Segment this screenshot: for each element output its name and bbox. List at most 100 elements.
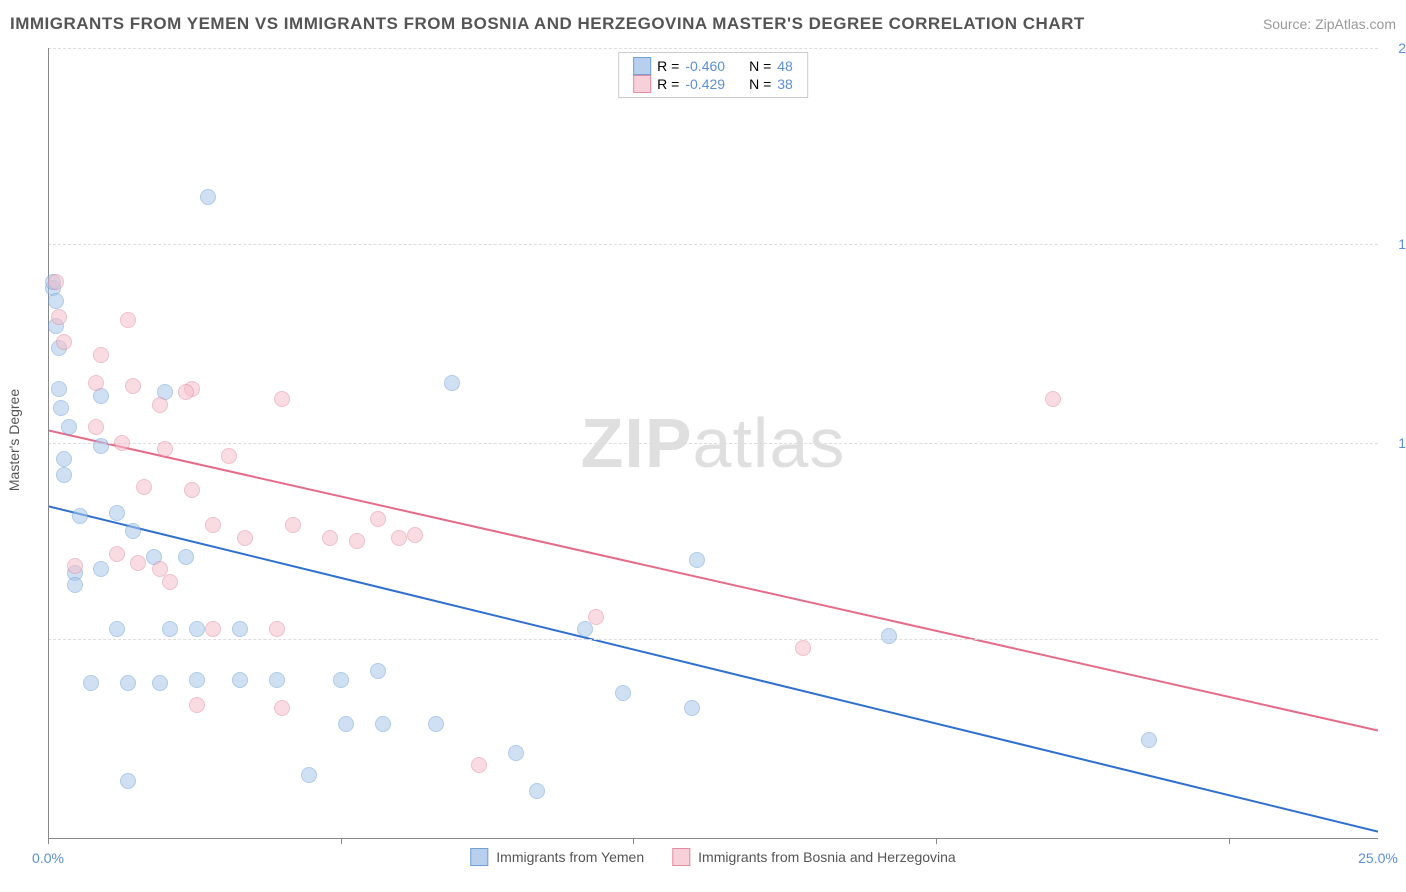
scatter-point (53, 400, 69, 416)
n-value: 38 (777, 76, 793, 92)
scatter-point (285, 517, 301, 533)
chart-container: IMMIGRANTS FROM YEMEN VS IMMIGRANTS FROM… (0, 0, 1406, 892)
scatter-point (125, 523, 141, 539)
scatter-point (333, 672, 349, 688)
legend-label: Immigrants from Yemen (496, 849, 644, 865)
chart-title: IMMIGRANTS FROM YEMEN VS IMMIGRANTS FROM… (10, 14, 1085, 34)
scatter-point (508, 745, 524, 761)
scatter-point (178, 549, 194, 565)
scatter-point (189, 697, 205, 713)
x-tick-label: 0.0% (32, 850, 64, 866)
scatter-point (269, 621, 285, 637)
scatter-point (51, 309, 67, 325)
r-value: -0.460 (685, 58, 725, 74)
n-label: N = (749, 76, 771, 92)
scatter-point (56, 451, 72, 467)
legend-label: Immigrants from Bosnia and Herzegovina (698, 849, 956, 865)
scatter-point (130, 555, 146, 571)
n-label: N = (749, 58, 771, 74)
scatter-point (93, 347, 109, 363)
scatter-point (338, 716, 354, 732)
scatter-point (162, 621, 178, 637)
scatter-point (349, 533, 365, 549)
scatter-point (370, 663, 386, 679)
scatter-point (689, 552, 705, 568)
y-tick-label: 12.5% (1398, 435, 1406, 451)
legend-item: Immigrants from Bosnia and Herzegovina (672, 848, 956, 866)
series-legend: Immigrants from Yemen Immigrants from Bos… (470, 848, 955, 866)
x-tick-label: 25.0% (1358, 850, 1398, 866)
scatter-point (93, 561, 109, 577)
scatter-point (162, 574, 178, 590)
scatter-point (88, 419, 104, 435)
scatter-point (301, 767, 317, 783)
correlation-row: R =-0.429N =38 (633, 75, 793, 93)
scatter-point (83, 675, 99, 691)
scatter-point (109, 546, 125, 562)
grid-line (48, 443, 1378, 444)
scatter-point (189, 621, 205, 637)
legend-swatch (633, 75, 651, 93)
scatter-point (93, 438, 109, 454)
legend-item: Immigrants from Yemen (470, 848, 644, 866)
scatter-point (375, 716, 391, 732)
scatter-point (184, 482, 200, 498)
plot-area: ZIPatlas R =-0.460N =48R =-0.429N =38 Im… (48, 48, 1378, 838)
y-axis-label: Master's Degree (6, 389, 22, 491)
scatter-point (72, 508, 88, 524)
trend-line (48, 506, 1378, 831)
y-tick-label: 25.0% (1398, 40, 1406, 56)
grid-line (48, 48, 1378, 49)
x-tick-mark (48, 838, 49, 844)
scatter-point (88, 375, 104, 391)
scatter-point (120, 675, 136, 691)
scatter-point (120, 773, 136, 789)
scatter-point (1045, 391, 1061, 407)
scatter-point (67, 577, 83, 593)
scatter-point (391, 530, 407, 546)
scatter-point (205, 621, 221, 637)
source-label: Source: ZipAtlas.com (1263, 16, 1396, 32)
scatter-point (322, 530, 338, 546)
scatter-point (109, 505, 125, 521)
scatter-point (125, 378, 141, 394)
scatter-point (795, 640, 811, 656)
scatter-point (615, 685, 631, 701)
scatter-point (444, 375, 460, 391)
scatter-point (529, 783, 545, 799)
scatter-point (269, 672, 285, 688)
scatter-point (157, 441, 173, 457)
scatter-point (588, 609, 604, 625)
x-tick-mark (341, 838, 342, 844)
scatter-point (178, 384, 194, 400)
r-label: R = (657, 58, 679, 74)
x-tick-mark (1229, 838, 1230, 844)
scatter-point (881, 628, 897, 644)
grid-line (48, 639, 1378, 640)
scatter-point (232, 672, 248, 688)
x-axis-line (48, 838, 1378, 839)
scatter-point (1141, 732, 1157, 748)
scatter-point (428, 716, 444, 732)
scatter-point (407, 527, 423, 543)
x-tick-mark (633, 838, 634, 844)
title-bar: IMMIGRANTS FROM YEMEN VS IMMIGRANTS FROM… (10, 10, 1396, 38)
scatter-point (48, 274, 64, 290)
n-value: 48 (777, 58, 793, 74)
scatter-point (61, 419, 77, 435)
scatter-point (274, 700, 290, 716)
scatter-point (51, 381, 67, 397)
correlation-legend: R =-0.460N =48R =-0.429N =38 (618, 52, 808, 98)
scatter-point (471, 757, 487, 773)
scatter-point (136, 479, 152, 495)
scatter-point (120, 312, 136, 328)
legend-swatch (672, 848, 690, 866)
correlation-row: R = -0.460 N = 48 (633, 57, 793, 75)
r-label: R = (657, 76, 679, 92)
scatter-point (577, 621, 593, 637)
scatter-point (152, 675, 168, 691)
grid-line (48, 244, 1378, 245)
scatter-point (189, 672, 205, 688)
scatter-point (56, 467, 72, 483)
scatter-point (205, 517, 221, 533)
